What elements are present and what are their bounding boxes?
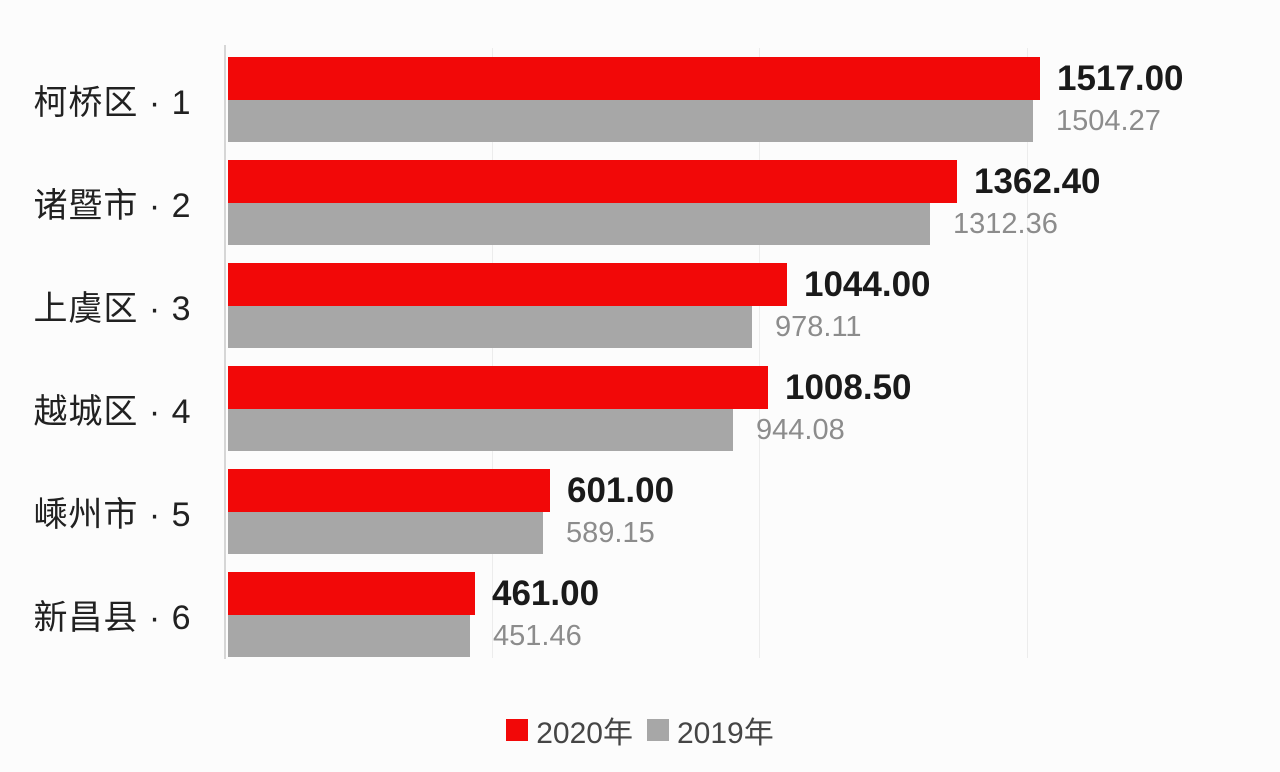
bar-line: 944.08 xyxy=(228,409,845,451)
value-label: 461.00 xyxy=(492,574,600,613)
category-label: 诸暨市 · 2 xyxy=(33,187,192,225)
category-label: 越城区 · 4 xyxy=(33,393,192,431)
legend-label: 2020年 xyxy=(536,717,633,750)
bar-series-2020-row2[interactable] xyxy=(228,160,957,203)
bar-series-2020-row1[interactable] xyxy=(228,57,1040,100)
bar-line: 1504.27 xyxy=(228,100,1161,142)
bar-line: 1312.36 xyxy=(228,203,1058,245)
chart-row-2: 诸暨市 · 2 1362.40 1312.36 xyxy=(0,160,1280,245)
value-label: 1504.27 xyxy=(1056,104,1161,137)
bar-series-2019-row5[interactable] xyxy=(228,512,543,554)
gridline-1500 xyxy=(1027,48,1028,658)
bar-series-2019-row4[interactable] xyxy=(228,409,733,451)
bar-series-2019-row6[interactable] xyxy=(228,615,470,657)
bar-series-2020-row5[interactable] xyxy=(228,469,550,512)
bar-series-2019-row3[interactable] xyxy=(228,306,752,348)
bar-series-2019-row1[interactable] xyxy=(228,100,1033,142)
chart-row-4: 越城区 · 4 1008.50 944.08 xyxy=(0,366,1280,451)
value-label: 589.15 xyxy=(566,516,655,549)
value-label: 1312.36 xyxy=(953,207,1058,240)
chart-row-1: 柯桥区 · 1 1517.00 1504.27 xyxy=(0,57,1280,142)
category-label: 上虞区 · 3 xyxy=(33,290,192,328)
category-label: 新昌县 · 6 xyxy=(33,599,192,637)
bar-series-2020-row6[interactable] xyxy=(228,572,475,615)
value-label: 1008.50 xyxy=(785,368,912,407)
bar-line: 1517.00 xyxy=(228,57,1184,100)
value-label: 1044.00 xyxy=(804,265,931,304)
y-axis-line xyxy=(224,45,226,659)
legend-label: 2019年 xyxy=(677,717,774,750)
legend-swatch-icon xyxy=(506,719,529,741)
bar-line: 601.00 xyxy=(228,469,674,512)
category-label: 柯桥区 · 1 xyxy=(33,84,192,122)
category-label: 嵊州市 · 5 xyxy=(33,496,192,534)
chart-row-6: 新昌县 · 6 461.00 451.46 xyxy=(0,572,1280,657)
bar-line: 1044.00 xyxy=(228,263,931,306)
bar-series-2020-row3[interactable] xyxy=(228,263,787,306)
value-label: 1362.40 xyxy=(974,162,1101,201)
bar-line: 978.11 xyxy=(228,306,862,348)
bar-line: 1362.40 xyxy=(228,160,1101,203)
bar-line: 451.46 xyxy=(228,615,582,657)
value-label: 978.11 xyxy=(775,310,862,343)
value-label: 601.00 xyxy=(567,471,675,510)
value-label: 1517.00 xyxy=(1057,59,1184,98)
bar-series-2020-row4[interactable] xyxy=(228,366,768,409)
value-label: 944.08 xyxy=(756,413,845,446)
bar-series-2019-row2[interactable] xyxy=(228,203,930,245)
gridline-500 xyxy=(492,48,493,658)
value-label: 451.46 xyxy=(493,619,582,652)
legend: 2020年 2019年 xyxy=(0,708,1280,752)
chart-row-5: 嵊州市 · 5 601.00 589.15 xyxy=(0,469,1280,554)
legend-item-2019年[interactable]: 2019年 xyxy=(647,708,774,752)
bar-line: 1008.50 xyxy=(228,366,912,409)
chart-row-3: 上虞区 · 3 1044.00 978.11 xyxy=(0,263,1280,348)
legend-swatch-icon xyxy=(647,719,669,741)
gridline-1000 xyxy=(759,48,760,658)
bar-line: 589.15 xyxy=(228,512,655,554)
bar-line: 461.00 xyxy=(228,572,599,615)
legend-item-2020年[interactable]: 2020年 xyxy=(506,708,633,752)
